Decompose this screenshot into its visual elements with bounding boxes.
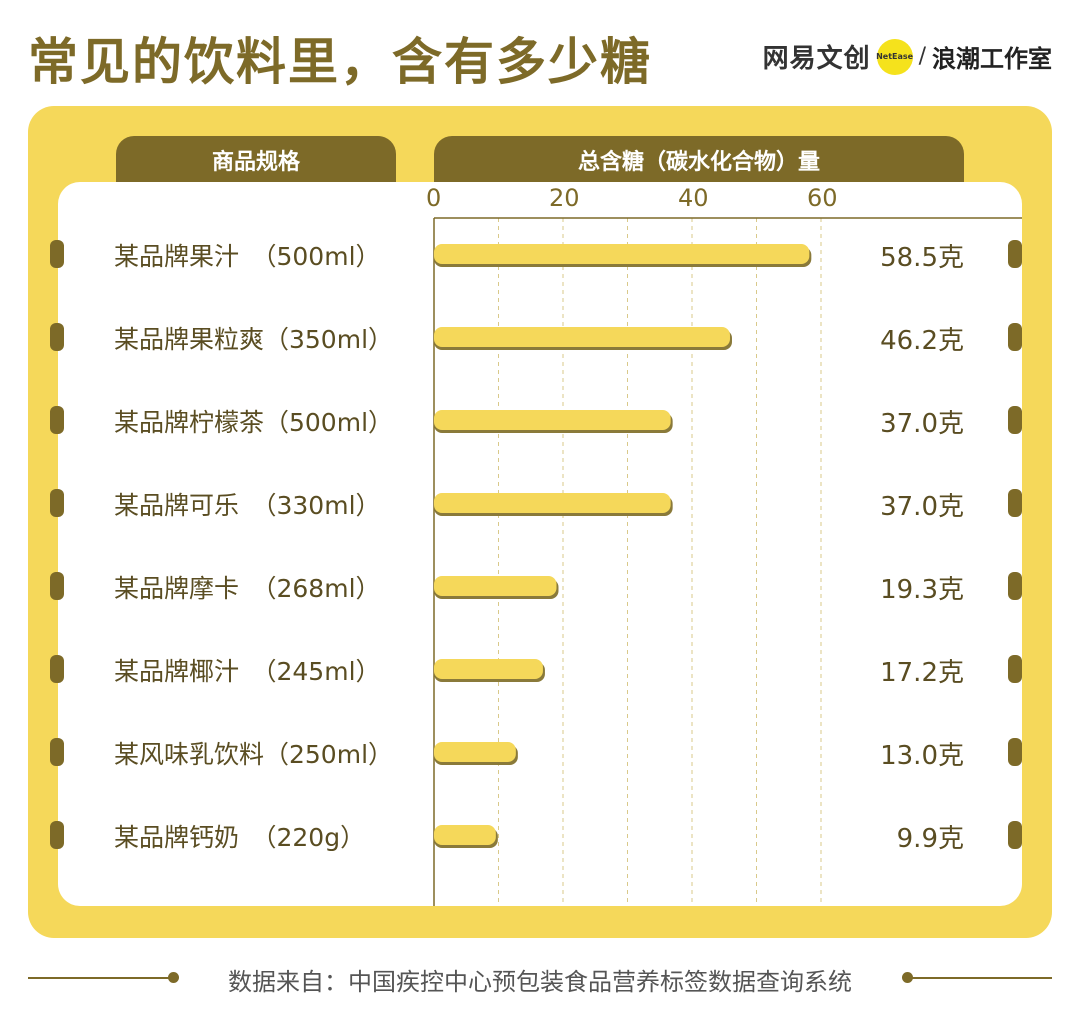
row-marker-right bbox=[1008, 738, 1022, 766]
bar bbox=[434, 825, 496, 845]
bar bbox=[434, 493, 671, 513]
brand-dot-icon: NetEase bbox=[876, 38, 913, 75]
category-label: 某品牌椰汁 （245ml） bbox=[114, 657, 381, 686]
value-label: 37.0克 bbox=[880, 409, 964, 439]
value-label: 19.3克 bbox=[880, 575, 964, 605]
row-marker-right bbox=[1008, 655, 1022, 683]
footer: 数据来自：中国疾控中心预包装食品营养标签数据查询系统 bbox=[0, 958, 1080, 998]
footer-line-left bbox=[28, 977, 173, 979]
value-label: 9.9克 bbox=[896, 824, 964, 854]
bar-chart-svg bbox=[433, 217, 1022, 906]
bar bbox=[434, 327, 730, 347]
footer-dot-left bbox=[168, 972, 179, 983]
bar bbox=[434, 410, 671, 430]
value-label: 37.0克 bbox=[880, 492, 964, 522]
brand-studio: 浪潮工作室 bbox=[932, 45, 1052, 73]
brand-slash: / bbox=[918, 44, 926, 69]
row-marker-left bbox=[50, 738, 64, 766]
row-marker-left bbox=[50, 489, 64, 517]
header-product-spec: 商品规格 bbox=[116, 136, 396, 184]
category-label: 某品牌钙奶 （220g） bbox=[114, 823, 366, 852]
x-tick-label: 60 bbox=[807, 184, 838, 212]
x-tick-label: 40 bbox=[678, 184, 709, 212]
bar bbox=[434, 659, 543, 679]
row-marker-right bbox=[1008, 489, 1022, 517]
header-total-sugar: 总含糖（碳水化合物）量 bbox=[434, 136, 964, 184]
value-label: 46.2克 bbox=[880, 326, 964, 356]
footer-dot-right bbox=[902, 972, 913, 983]
row-marker-right bbox=[1008, 240, 1022, 268]
footer-source: 数据来自：中国疾控中心预包装食品营养标签数据查询系统 bbox=[228, 968, 852, 996]
row-marker-left bbox=[50, 406, 64, 434]
category-label: 某品牌摩卡 （268ml） bbox=[114, 574, 381, 603]
category-label: 某风味乳饮料（250ml） bbox=[114, 740, 394, 769]
brand-logo: 网易文创 NetEase / 浪潮工作室 bbox=[763, 38, 1052, 75]
row-marker-left bbox=[50, 821, 64, 849]
category-label: 某品牌果粒爽（350ml） bbox=[114, 325, 394, 354]
chart-panel: 商品规格 总含糖（碳水化合物）量 0 20 40 60 某品牌果汁 （500ml） 58.… bbox=[28, 106, 1052, 938]
row-marker-left bbox=[50, 240, 64, 268]
x-tick-label: 20 bbox=[549, 184, 580, 212]
category-label: 某品牌果汁 （500ml） bbox=[114, 242, 381, 271]
category-label: 某品牌可乐 （330ml） bbox=[114, 491, 381, 520]
brand-netease: 网易文创 bbox=[762, 44, 871, 74]
row-marker-right bbox=[1008, 406, 1022, 434]
bar bbox=[434, 742, 516, 762]
category-label: 某品牌柠檬茶（500ml） bbox=[114, 408, 394, 437]
row-marker-right bbox=[1008, 323, 1022, 351]
row-marker-left bbox=[50, 323, 64, 351]
row-marker-right bbox=[1008, 821, 1022, 849]
row-marker-left bbox=[50, 655, 64, 683]
x-tick-label: 0 bbox=[426, 184, 442, 212]
page-title: 常见的饮料里，含有多少糖 bbox=[28, 33, 652, 91]
value-label: 17.2克 bbox=[880, 658, 964, 688]
row-marker-right bbox=[1008, 572, 1022, 600]
value-label: 13.0克 bbox=[880, 741, 964, 771]
value-label: 58.5克 bbox=[880, 243, 964, 273]
chart-area: 0 20 40 60 某品牌果汁 （500ml） 58.5克某品牌果粒爽（350ml） 46… bbox=[58, 182, 1022, 906]
bar bbox=[434, 244, 810, 264]
bar bbox=[434, 576, 557, 596]
footer-line-right bbox=[910, 977, 1052, 979]
row-marker-left bbox=[50, 572, 64, 600]
